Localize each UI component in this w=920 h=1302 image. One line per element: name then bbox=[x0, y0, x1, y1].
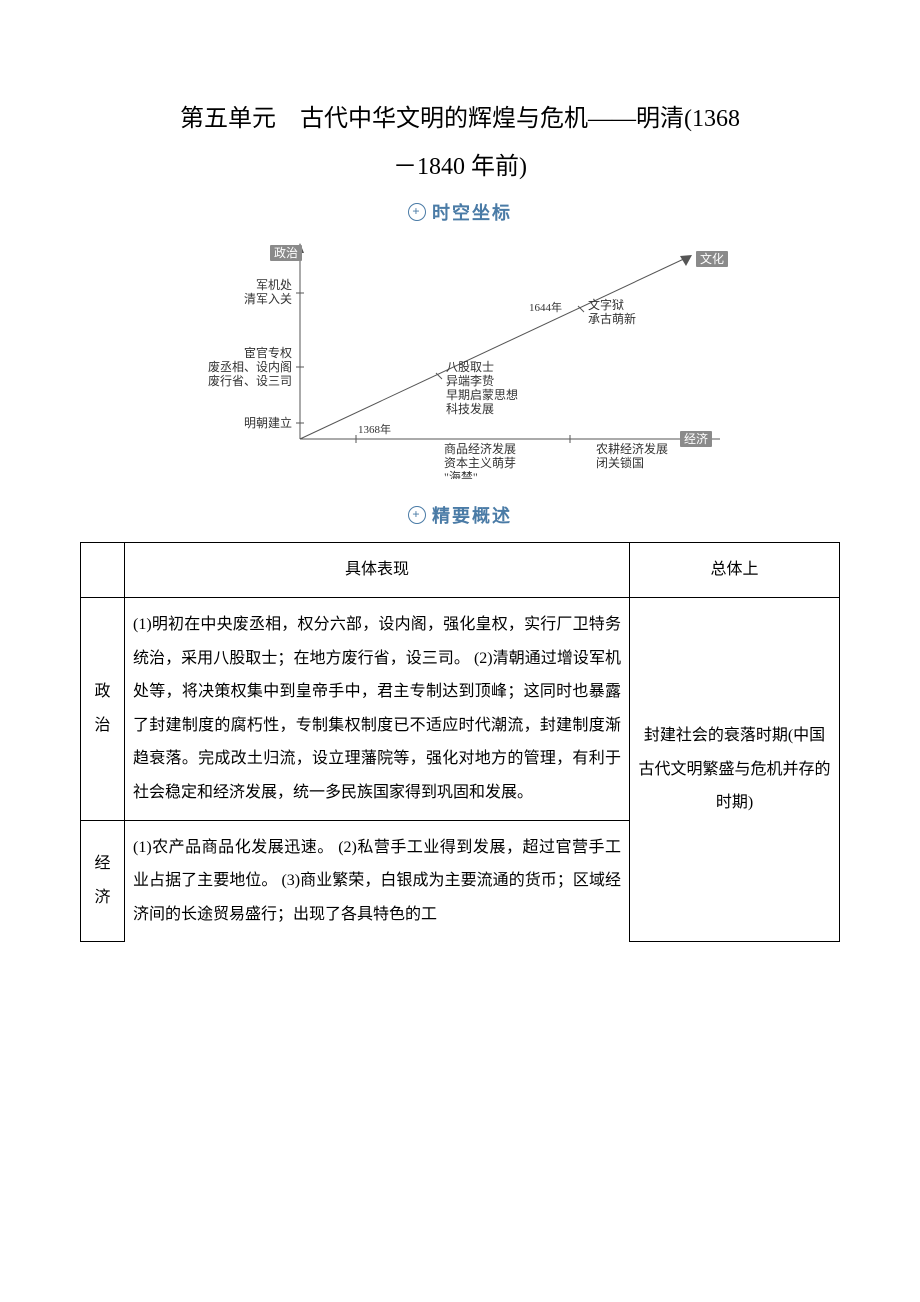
year-1368: 1368年 bbox=[358, 422, 391, 436]
cat-politics-c1: 政 bbox=[89, 675, 116, 709]
desc-politics: (1)明初在中央废丞相，权分六部，设内阁，强化皇权，实行厂卫特务统治，采用八股取… bbox=[125, 597, 630, 820]
midblock-3: 科技发展 bbox=[446, 401, 494, 416]
rightblock-1: 承古萌新 bbox=[588, 311, 636, 326]
unit-title-line1: 第五单元 古代中华文明的辉煌与危机——明清(1368 bbox=[80, 100, 840, 138]
year-1644: 1644年 bbox=[529, 300, 562, 314]
th-desc: 具体表现 bbox=[125, 543, 630, 598]
bottomleft-0: 商品经济发展 bbox=[444, 441, 516, 456]
cat-politics-c2: 治 bbox=[89, 709, 116, 743]
table-header-row: 具体表现 总体上 bbox=[81, 543, 840, 598]
desc-economy: (1)农产品商品化发展迅速。 (2)私营手工业得到发展，超过官营手工业占据了主要… bbox=[125, 820, 630, 941]
bottomleft-1: 资本主义萌芽 bbox=[444, 456, 516, 470]
badge-politics: 政治 bbox=[274, 246, 298, 260]
midblock-1: 异端李贽 bbox=[446, 373, 494, 388]
bottomleft-2: "海禁" bbox=[444, 469, 478, 479]
unit-title-line2: －1840 年前) bbox=[80, 146, 840, 181]
midblock-0: 八股取士 bbox=[446, 360, 494, 374]
rightblock-0: 文字狱 bbox=[588, 297, 624, 312]
table-row: 政 治 (1)明初在中央废丞相，权分六部，设内阁，强化皇权，实行厂卫特务统治，采… bbox=[81, 597, 840, 820]
section-header-summary: 精要概述 bbox=[80, 502, 840, 528]
ylabel-1-2: 废丞相、设内阁 bbox=[208, 359, 292, 374]
cat-politics: 政 治 bbox=[81, 597, 125, 820]
plus-circle-icon-2 bbox=[408, 506, 426, 524]
ylabel-1-3: 废行省、设三司 bbox=[208, 373, 292, 388]
ylabel-0-2: 清军入关 bbox=[244, 292, 292, 306]
cat-economy-c1: 经 bbox=[89, 847, 116, 881]
ylabel-2-1: 明朝建立 bbox=[244, 415, 292, 430]
timeline-diagram: 政治 文化 经济 军机处 清军入关 宦官专权 废丞相、设内阁 废行省、设三司 明… bbox=[80, 239, 840, 484]
midblock-2: 早期启蒙思想 bbox=[446, 387, 518, 402]
th-blank bbox=[81, 543, 125, 598]
section-label-summary: 精要概述 bbox=[432, 506, 512, 526]
bottomright-0: 农耕经济发展 bbox=[596, 441, 668, 456]
section-label-timeline: 时空坐标 bbox=[432, 203, 512, 223]
section-header-timeline: 时空坐标 bbox=[80, 199, 840, 225]
cat-economy: 经 济 bbox=[81, 820, 125, 941]
cat-economy-c2: 济 bbox=[89, 881, 116, 915]
ylabel-0-1: 军机处 bbox=[256, 278, 292, 292]
th-total: 总体上 bbox=[630, 543, 840, 598]
plus-circle-icon bbox=[408, 203, 426, 221]
badge-economy: 经济 bbox=[684, 431, 708, 446]
summary-table: 具体表现 总体上 政 治 (1)明初在中央废丞相，权分六部，设内阁，强化皇权，实… bbox=[80, 542, 840, 941]
badge-culture: 文化 bbox=[700, 251, 724, 266]
ylabel-1-1: 宦官专权 bbox=[244, 345, 292, 360]
bottomright-1: 闭关锁国 bbox=[596, 455, 644, 470]
total-cell: 封建社会的衰落时期(中国古代文明繁盛与危机并存的时期) bbox=[630, 597, 840, 941]
